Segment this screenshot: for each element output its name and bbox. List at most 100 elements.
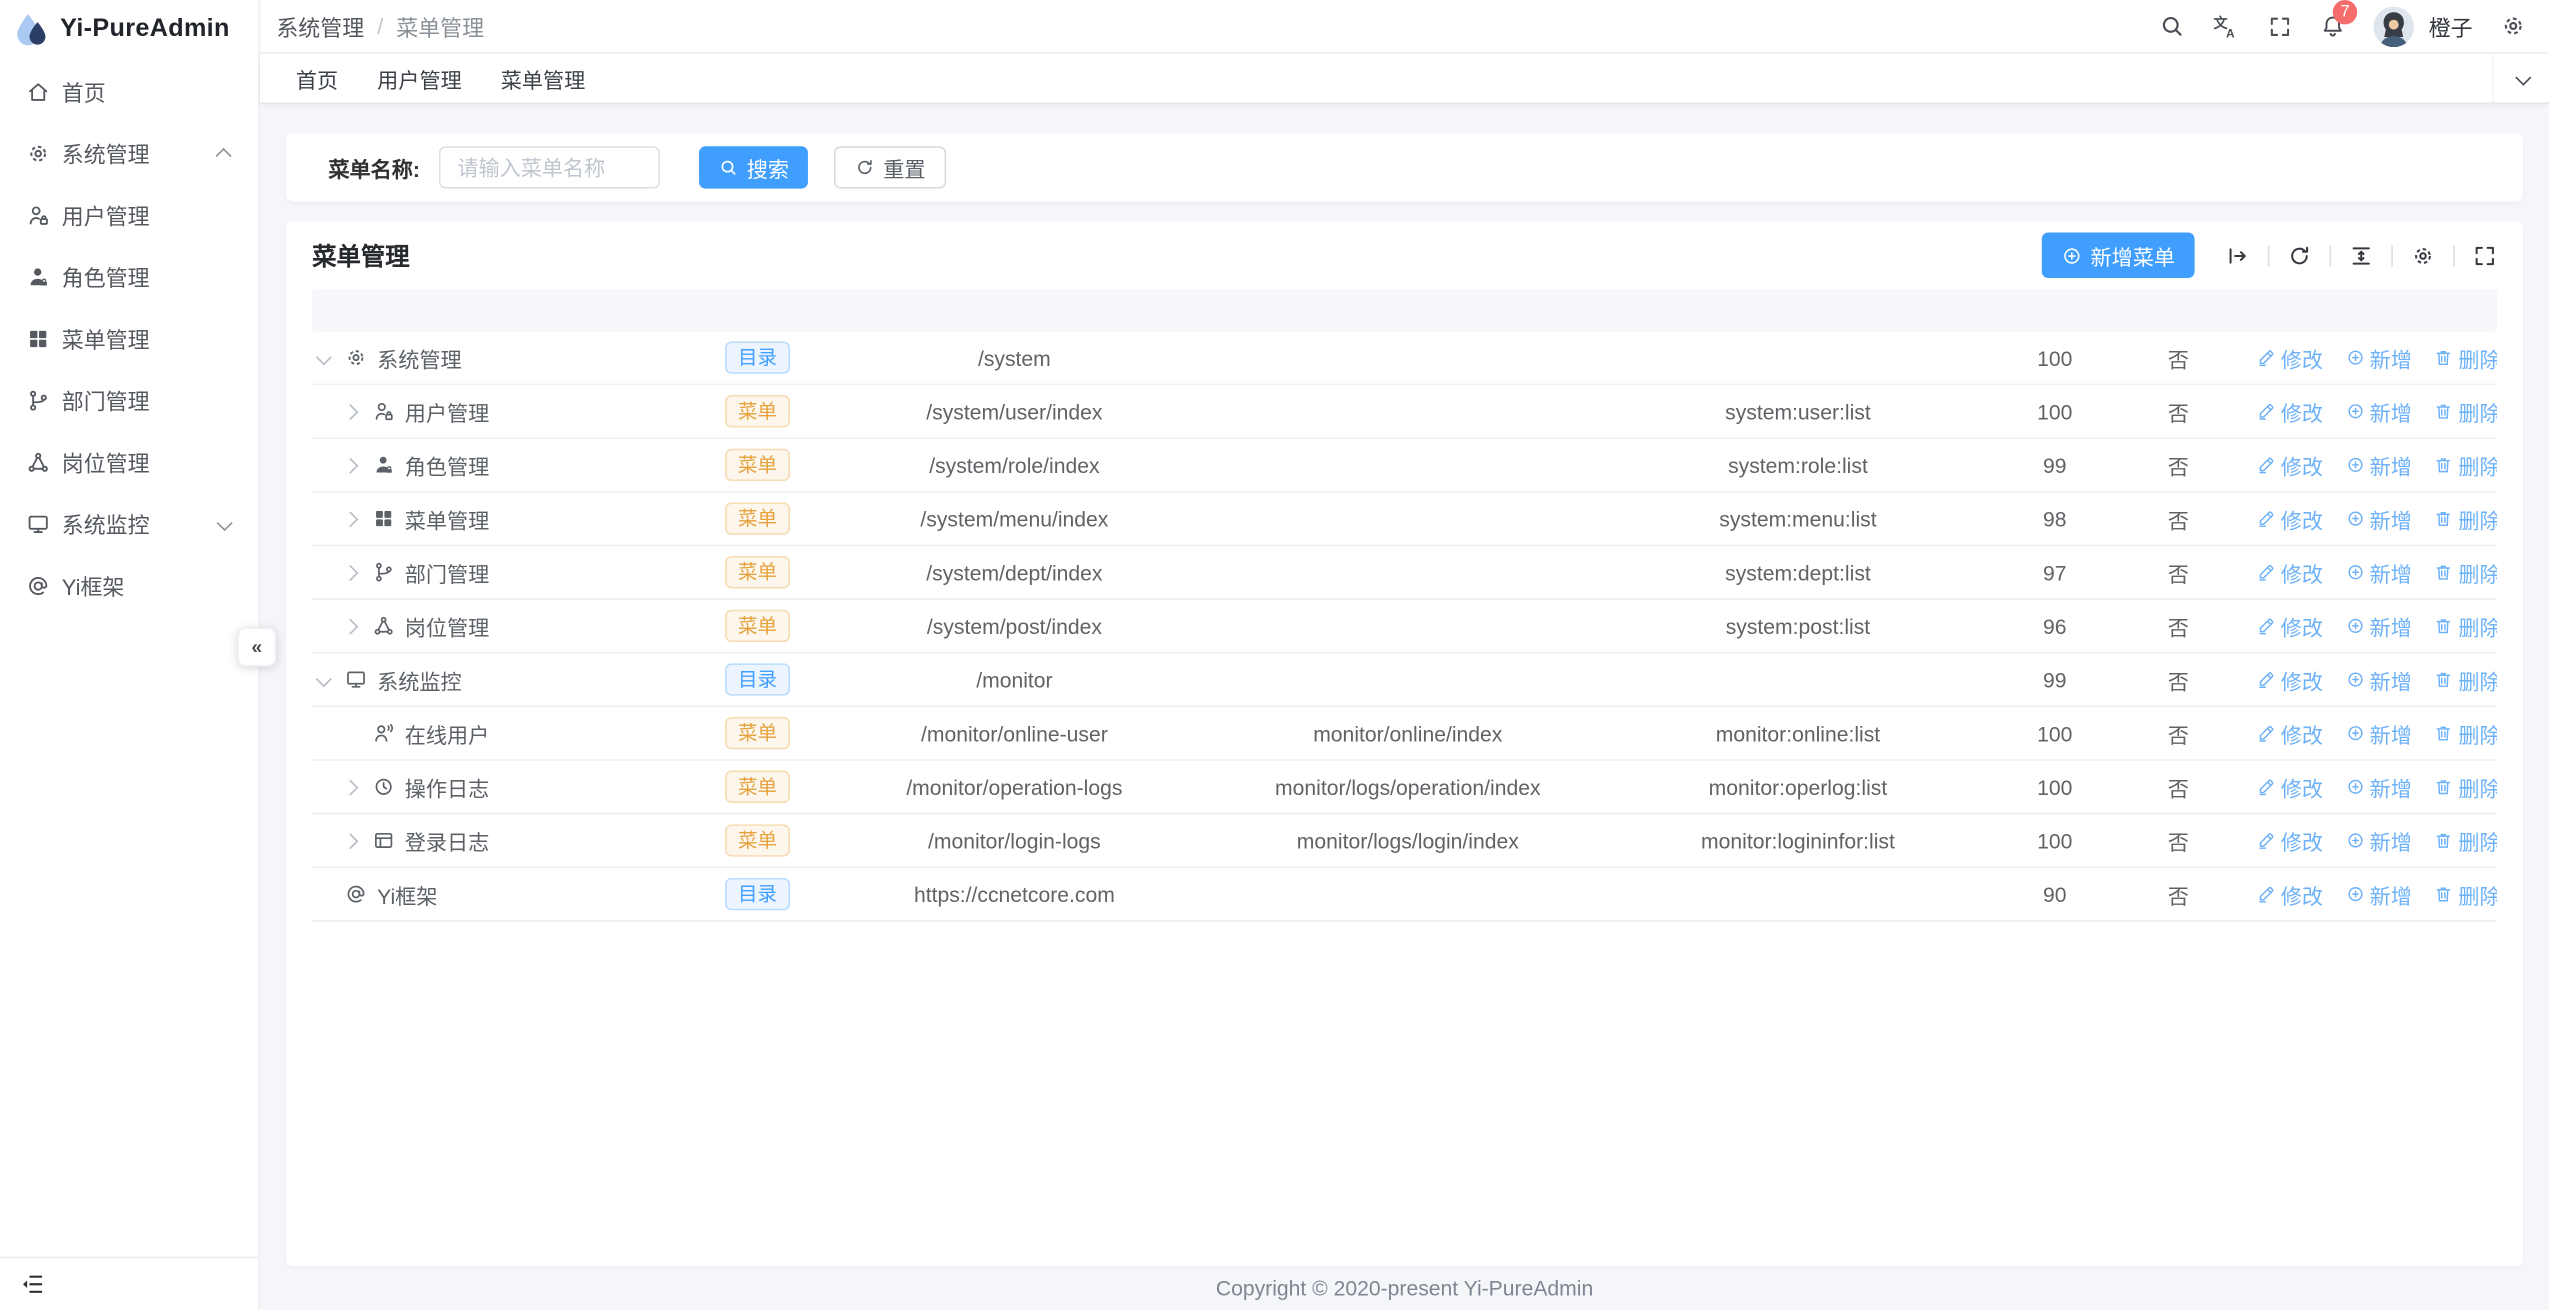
refresh-table-icon[interactable] [2287, 243, 2311, 267]
delete-link[interactable]: 删除 [2434, 449, 2497, 480]
delete-link[interactable]: 删除 [2434, 396, 2497, 427]
delete-link[interactable]: 删除 [2434, 664, 2497, 695]
circle-plus-icon [2345, 831, 2365, 851]
home-icon [26, 79, 50, 103]
expand-all-icon[interactable] [2225, 243, 2249, 267]
sidebar-menu: 首页 系统管理 用户管理 角色管理 菜单管理 [0, 59, 258, 1257]
expand-arrow-icon[interactable] [315, 348, 345, 365]
sidebar-item[interactable]: Yi框架 [8, 556, 250, 615]
add-link[interactable]: 新增 [2345, 879, 2412, 910]
component-path: monitor/logs/login/index [1296, 828, 1519, 853]
add-link[interactable]: 新增 [2345, 342, 2412, 373]
circle-plus-icon [2345, 562, 2365, 582]
table-fullscreen-icon[interactable] [2473, 243, 2497, 267]
search-panel: 菜单名称: 搜索 重置 [286, 133, 2523, 202]
edit-link[interactable]: 修改 [2256, 610, 2323, 641]
logo-row[interactable]: Yi-PureAdmin [0, 0, 258, 59]
collapse-sidebar-icon[interactable] [20, 1271, 46, 1297]
delete-link[interactable]: 删除 [2434, 342, 2497, 373]
add-menu-button[interactable]: 新增菜单 [2041, 232, 2195, 278]
breadcrumb-separator: / [377, 13, 384, 39]
delete-link[interactable]: 删除 [2434, 825, 2497, 856]
sidebar-item[interactable]: 角色管理 [8, 247, 250, 306]
footer-copyright: Copyright © 2020-present Yi-PureAdmin [1215, 1276, 1594, 1301]
notification-bell-icon[interactable]: 7 [2320, 0, 2358, 39]
density-icon[interactable] [2349, 243, 2373, 267]
delete-link[interactable]: 删除 [2434, 771, 2497, 802]
edit-link[interactable]: 修改 [2256, 825, 2323, 856]
add-link[interactable]: 新增 [2345, 664, 2412, 695]
reset-button[interactable]: 重置 [834, 146, 947, 189]
expand-arrow-icon[interactable] [342, 510, 373, 527]
username[interactable]: 橙子 [2428, 16, 2473, 41]
expand-arrow-icon[interactable] [342, 617, 373, 634]
fullscreen-icon[interactable] [2266, 13, 2292, 39]
edit-link[interactable]: 修改 [2256, 879, 2323, 910]
delete-link[interactable]: 删除 [2434, 557, 2497, 588]
menu-type-tag: 菜单 [725, 555, 791, 589]
card-toolbar: 新增菜单 [2041, 232, 2497, 278]
sidebar-item[interactable]: 系统监控 [8, 494, 250, 553]
breadcrumb-item-system[interactable]: 系统管理 [276, 16, 365, 41]
trash-icon [2434, 670, 2454, 690]
sidebar-item[interactable]: 系统管理 [8, 124, 250, 183]
add-link[interactable]: 新增 [2345, 557, 2412, 588]
search-icon[interactable] [2159, 13, 2185, 39]
table-row: 用户管理 菜单 /system/user/index system:user:l… [312, 385, 2497, 439]
main-column: 系统管理 / 菜单管理 7 [260, 0, 2549, 1310]
edit-pencil-icon [2256, 777, 2276, 797]
component-path: monitor/logs/operation/index [1275, 774, 1541, 799]
edit-link[interactable]: 修改 [2256, 449, 2323, 480]
table-row: 菜单管理 菜单 /system/menu/index system:menu:l… [312, 493, 2497, 547]
chevron-icon [216, 514, 233, 531]
edit-link[interactable]: 修改 [2256, 396, 2323, 427]
delete-link[interactable]: 删除 [2434, 879, 2497, 910]
add-link[interactable]: 新增 [2345, 771, 2412, 802]
menu-name-input[interactable] [439, 146, 661, 189]
sidebar-item-label: 系统管理 [61, 143, 150, 168]
menu-name: 在线用户 [404, 722, 490, 747]
translate-icon[interactable] [2212, 13, 2238, 39]
sidebar-item[interactable]: 用户管理 [8, 185, 250, 244]
edit-link[interactable]: 修改 [2256, 342, 2323, 373]
settings-gear-icon[interactable] [2500, 13, 2526, 39]
edit-link[interactable]: 修改 [2256, 718, 2323, 749]
sidebar-item-label: 系统监控 [61, 513, 150, 539]
avatar[interactable] [2373, 5, 2415, 47]
edit-pencil-icon [2256, 509, 2276, 529]
route-path: /monitor/operation-logs [906, 774, 1123, 799]
sidebar-item[interactable]: 菜单管理 [8, 309, 250, 368]
add-link[interactable]: 新增 [2345, 825, 2412, 856]
column-settings-icon[interactable] [2411, 243, 2435, 267]
sort-value: 97 [2043, 560, 2067, 585]
sidebar-item[interactable]: 部门管理 [8, 371, 250, 430]
table-row: 在线用户 菜单 /monitor/online-user monitor/onl… [312, 707, 2497, 761]
tabs-dropdown-icon[interactable] [2492, 53, 2549, 103]
edit-link[interactable]: 修改 [2256, 557, 2323, 588]
expand-arrow-icon[interactable] [342, 456, 373, 473]
edit-link[interactable]: 修改 [2256, 771, 2323, 802]
visible-value: 否 [2167, 454, 2189, 479]
expand-arrow-icon[interactable] [342, 778, 373, 795]
expand-arrow-icon[interactable] [342, 564, 373, 581]
expand-arrow-icon[interactable] [342, 403, 373, 420]
collapse-fab-button[interactable]: « [237, 627, 277, 667]
sidebar-item[interactable]: 首页 [8, 62, 250, 121]
add-link[interactable]: 新增 [2345, 718, 2412, 749]
add-link[interactable]: 新增 [2345, 449, 2412, 480]
user-lock-icon [26, 202, 50, 226]
delete-link[interactable]: 删除 [2434, 610, 2497, 641]
add-link[interactable]: 新增 [2345, 503, 2412, 534]
add-link[interactable]: 新增 [2345, 610, 2412, 641]
edit-link[interactable]: 修改 [2256, 503, 2323, 534]
expand-arrow-icon[interactable] [342, 832, 373, 849]
menu-name: 用户管理 [404, 400, 490, 426]
sidebar-item[interactable]: 岗位管理 [8, 432, 250, 491]
menu-name: 操作日志 [404, 776, 490, 801]
expand-arrow-icon[interactable] [315, 670, 345, 687]
edit-link[interactable]: 修改 [2256, 664, 2323, 695]
add-link[interactable]: 新增 [2345, 396, 2412, 427]
delete-link[interactable]: 删除 [2434, 718, 2497, 749]
search-button[interactable]: 搜索 [699, 146, 809, 189]
delete-link[interactable]: 删除 [2434, 503, 2497, 534]
